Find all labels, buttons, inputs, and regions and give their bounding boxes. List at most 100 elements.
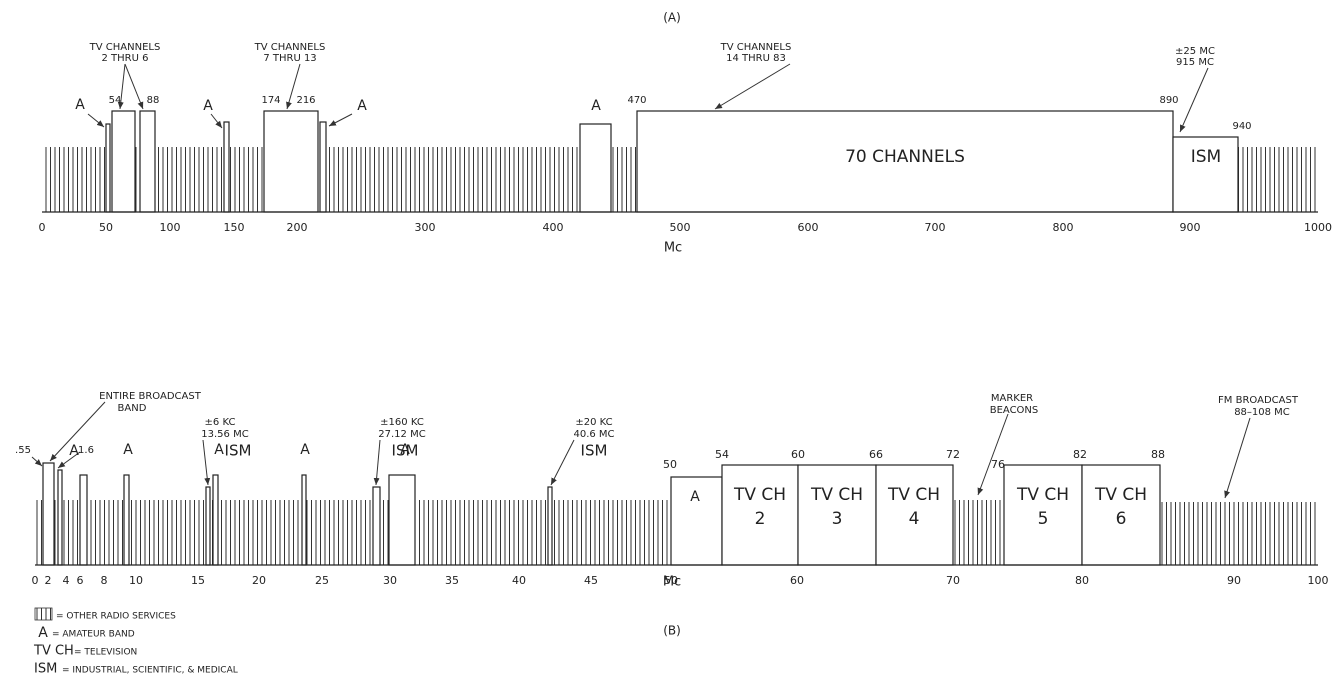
label: ±6 KC bbox=[205, 417, 236, 428]
label: (B) bbox=[663, 624, 681, 638]
label: 216 bbox=[296, 95, 315, 106]
label: 88 bbox=[147, 95, 160, 106]
label: = OTHER RADIO SERVICES bbox=[56, 612, 176, 622]
label: 60 bbox=[791, 448, 805, 461]
label: 900 bbox=[1180, 221, 1201, 234]
label: TV CH bbox=[887, 485, 940, 505]
label: 890 bbox=[1159, 95, 1178, 106]
label: 50 bbox=[663, 458, 677, 471]
label: 27.12 MC bbox=[378, 429, 425, 440]
label: ±25 MC bbox=[1175, 46, 1215, 57]
label: 4 bbox=[63, 574, 70, 587]
label: A bbox=[123, 442, 133, 458]
panel-a-boxes bbox=[105, 110, 1239, 213]
label: A bbox=[214, 442, 224, 458]
label: ISM bbox=[34, 662, 57, 677]
label: A bbox=[69, 443, 79, 459]
label: A bbox=[591, 98, 601, 114]
label: 50 bbox=[99, 221, 113, 234]
label: 90 bbox=[1227, 574, 1241, 587]
label: 100 bbox=[160, 221, 181, 234]
label: ISM bbox=[225, 442, 252, 460]
label: = AMATEUR BAND bbox=[52, 630, 135, 640]
label: 30 bbox=[383, 574, 397, 587]
label: 60 bbox=[790, 574, 804, 587]
label: TV CH bbox=[733, 485, 786, 505]
label: 10 bbox=[129, 574, 143, 587]
label: = INDUSTRIAL, SCIENTIFIC, & MEDICAL bbox=[62, 666, 238, 676]
label: = TELEVISION bbox=[74, 648, 137, 658]
label: A bbox=[203, 98, 213, 114]
label: 5 bbox=[1038, 509, 1049, 529]
label: ISM bbox=[581, 442, 608, 460]
label: 700 bbox=[925, 221, 946, 234]
label: 3 bbox=[832, 509, 843, 529]
label: A bbox=[75, 97, 85, 113]
label: 88 bbox=[1151, 448, 1165, 461]
label: ±20 KC bbox=[575, 417, 612, 428]
label: 82 bbox=[1073, 448, 1087, 461]
label: A bbox=[357, 98, 367, 114]
label: 13.56 MC bbox=[201, 429, 248, 440]
label: 25 bbox=[315, 574, 329, 587]
label: 200 bbox=[287, 221, 308, 234]
label: TV CH bbox=[810, 485, 863, 505]
label: 800 bbox=[1053, 221, 1074, 234]
arrows-b bbox=[31, 401, 1251, 499]
label: 40 bbox=[512, 574, 526, 587]
label: 80 bbox=[1075, 574, 1089, 587]
label: TV CHANNELS bbox=[720, 42, 792, 53]
label: ISM bbox=[1191, 147, 1221, 167]
label: 300 bbox=[415, 221, 436, 234]
label: 35 bbox=[445, 574, 459, 587]
hatch-band bbox=[1160, 502, 1318, 565]
label: Mc bbox=[663, 575, 681, 590]
label: 72 bbox=[946, 448, 960, 461]
label: ENTIRE BROADCAST bbox=[99, 391, 202, 402]
panel-b-boxes bbox=[42, 462, 1161, 566]
label: A bbox=[300, 442, 310, 458]
label: ISM bbox=[392, 442, 419, 460]
label: 600 bbox=[798, 221, 819, 234]
label: FM BROADCAST bbox=[1218, 395, 1299, 406]
label: 70 bbox=[946, 574, 960, 587]
label: BAND bbox=[118, 403, 147, 414]
label: 6 bbox=[77, 574, 84, 587]
label: 45 bbox=[584, 574, 598, 587]
label: 2 bbox=[45, 574, 52, 587]
label: 76 bbox=[991, 458, 1005, 471]
label: 150 bbox=[224, 221, 245, 234]
hatch-band bbox=[35, 500, 671, 565]
label: MARKER bbox=[991, 393, 1033, 404]
label: 88–108 MC bbox=[1234, 407, 1290, 418]
label: 100 bbox=[1308, 574, 1329, 587]
label: A bbox=[400, 442, 410, 458]
label: Mc bbox=[664, 241, 682, 256]
label: 54 bbox=[715, 448, 729, 461]
label: 50 bbox=[664, 574, 678, 587]
label: 54 bbox=[109, 95, 122, 106]
label: 1.6 bbox=[78, 445, 94, 456]
label: 4 bbox=[909, 509, 920, 529]
label: 15 bbox=[191, 574, 205, 587]
label: A bbox=[690, 489, 700, 505]
label: 500 bbox=[670, 221, 691, 234]
label: ±160 KC bbox=[380, 417, 424, 428]
label: 915 MC bbox=[1176, 57, 1214, 68]
label: 20 bbox=[252, 574, 266, 587]
label: 66 bbox=[869, 448, 883, 461]
label: 14 THRU 83 bbox=[726, 53, 786, 64]
legend-hatch bbox=[34, 607, 53, 621]
label: 2 THRU 6 bbox=[102, 53, 149, 64]
label: 940 bbox=[1232, 121, 1251, 132]
label: TV CHANNELS bbox=[254, 42, 326, 53]
label: 0 bbox=[32, 574, 39, 587]
label: TV CH bbox=[1016, 485, 1069, 505]
label: 2 bbox=[755, 509, 766, 529]
label: 1000 bbox=[1304, 221, 1332, 234]
label: TV CHANNELS bbox=[89, 42, 161, 53]
label: BEACONS bbox=[990, 405, 1039, 416]
arrows-a bbox=[87, 63, 1209, 133]
label: (A) bbox=[663, 11, 681, 25]
